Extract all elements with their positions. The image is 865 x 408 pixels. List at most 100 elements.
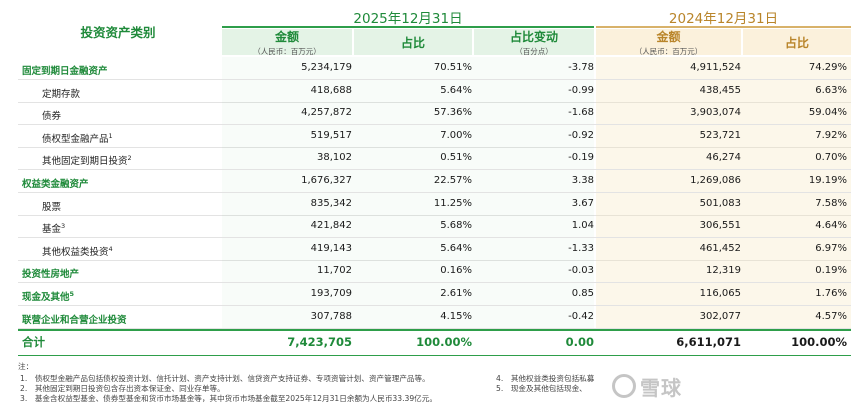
cell-share-2025: 22.57% [433,175,472,186]
row-label-text: 其他权益类投资 [42,246,109,258]
cell-share-2024: 0.19% [815,265,847,277]
cell-share-change: -0.99 [568,84,594,96]
cell-share-2024: 19.19% [808,175,847,186]
band-2025 [222,305,594,328]
band-2025 [222,102,594,125]
cell-share-2024: 7.58% [815,197,847,209]
cell-share-change: -1.68 [568,107,594,119]
table-row: 投资性房地产 11,702 0.16% -0.03 12,319 0.19% [18,260,851,284]
cell-amount-2024: 12,319 [706,265,741,277]
band-2024 [596,170,851,192]
band-2025 [222,192,594,215]
row-label-text: 固定到期日金融资产 [22,66,108,78]
total-amount-2024: 6,611,071 [676,335,741,349]
row-label: 固定到期日金融资产 [22,57,108,79]
cell-share-change: -0.19 [568,152,594,164]
cell-amount-2024: 116,065 [699,288,741,299]
cell-share-2025: 57.36% [433,107,472,119]
share-change-header: 占比变动 （百分点） [474,29,594,56]
cell-share-change: -0.92 [568,129,594,141]
cell-share-2025: 5.64% [440,84,472,96]
cell-share-change: -1.33 [568,242,594,254]
cell-amount-2025: 418,688 [310,84,352,96]
cell-amount-2024: 501,083 [699,197,741,209]
band-2025 [222,237,594,260]
total-amount-2025: 7,423,705 [287,335,352,349]
row-label-text: 股票 [42,201,62,213]
share-change-unit: （百分点） [515,46,553,56]
cell-amount-2025: 419,143 [310,242,352,254]
cell-share-2024: 4.64% [815,220,847,232]
watermark: 雪球 [640,376,682,400]
band-2025 [222,283,594,305]
row-label: 定期存款 [42,80,80,102]
cell-amount-2025: 11,702 [317,265,352,277]
total-row: 合计 7,423,705 100.00% 0.00 6,611,071 100.… [18,329,851,356]
table-row: 联营企业和合营企业投资 307,788 4.15% -0.42 302,077 4.57% [18,305,851,329]
band-2024 [596,237,851,260]
cell-amount-2025: 5,234,179 [301,62,352,73]
amount-2024-header: 金额 （人民币：百万元） [596,29,741,56]
amount-unit: （人民币：百万元） [253,46,321,56]
cell-share-2025: 70.51% [433,62,472,73]
band-2024 [596,124,851,147]
row-label: 现金及其他5 [22,283,74,305]
row-label: 其他权益类投资4 [42,238,113,260]
row-label-text: 基金 [42,224,62,236]
cell-share-2025: 11.25% [433,197,472,209]
cell-share-2024: 6.63% [815,84,847,96]
amount-label: 金额 [656,29,681,44]
year-2025-header: 2025年12月31日 [222,8,594,28]
row-label: 其他固定到期日投资2 [42,147,132,169]
table-row: 现金及其他5 193,709 2.61% 0.85 116,065 1.76% [18,283,851,306]
row-label: 联营企业和合营企业投资 [22,306,127,328]
table-row: 债券 4,257,872 57.36% -1.68 3,903,074 59.04% [18,102,851,126]
cell-amount-2024: 46,274 [706,152,741,164]
cell-amount-2024: 306,551 [699,220,741,232]
row-label: 投资性房地产 [22,260,79,282]
row-label-text: 投资性房地产 [22,269,80,281]
cell-share-2024: 59.04% [808,107,847,119]
footnote-marker: 5 [69,290,75,298]
total-share-2024: 100.00% [791,335,847,349]
cell-amount-2025: 835,342 [310,197,352,209]
cell-share-2024: 1.76% [815,288,847,299]
band-2025 [222,124,594,147]
band-2024 [596,192,851,215]
row-label-text: 权益类金融资产 [22,179,89,191]
footnote-1: 1. 债权型金融产品包括债权投资计划、信托计划、资产支持计划、信贷资产支持证券、… [20,374,430,383]
table-row: 其他权益类投资4 419,143 5.64% -1.33 461,452 6.97% [18,237,851,261]
row-label-text: 债券 [42,111,62,123]
cell-amount-2024: 3,903,074 [690,107,741,119]
cell-share-2024: 6.97% [815,242,847,254]
cell-share-2025: 4.15% [440,310,472,322]
cell-amount-2024: 461,452 [699,242,741,254]
band-2024 [596,305,851,328]
cell-share-2025: 5.68% [440,220,472,232]
cell-share-change: 0.85 [571,288,594,299]
cell-share-2025: 5.64% [440,242,472,254]
cell-amount-2024: 438,455 [699,84,741,96]
category-header: 投资资产类别 [80,24,156,40]
row-label-text: 债权型金融产品 [42,133,109,145]
table-row: 权益类金融资产 1,676,327 22.57% 3.38 1,269,086 19.19… [18,170,851,193]
table-row: 基金3 421,842 5.68% 1.04 306,551 4.64% [18,215,851,239]
cell-amount-2025: 1,676,327 [301,175,352,186]
band-2025 [222,215,594,238]
row-label-text: 其他固定到期日投资 [42,156,128,168]
row-label-text: 联营企业和合营企业投资 [22,314,127,326]
cell-amount-2025: 519,517 [310,129,352,141]
cell-share-change: 3.38 [571,175,594,186]
table-row: 固定到期日金融资产 5,234,179 70.51% -3.78 4,911,524 74… [18,57,851,80]
share-2024-header: 占比 [743,29,851,55]
band-2024 [596,283,851,305]
footnote-3: 3. 基金含权益型基金、债券型基金和货币市场基金等，其中货币市场基金截至2025… [20,394,437,403]
band-2024 [596,57,851,79]
watermark-logo-icon [612,374,636,398]
amount-unit: （人民币：百万元） [634,46,703,56]
band-2024 [596,260,851,283]
row-label: 权益类金融资产 [22,170,89,192]
footnotes-title: 注： [18,362,34,371]
band-2025 [222,260,594,283]
cell-amount-2024: 523,721 [699,129,741,141]
